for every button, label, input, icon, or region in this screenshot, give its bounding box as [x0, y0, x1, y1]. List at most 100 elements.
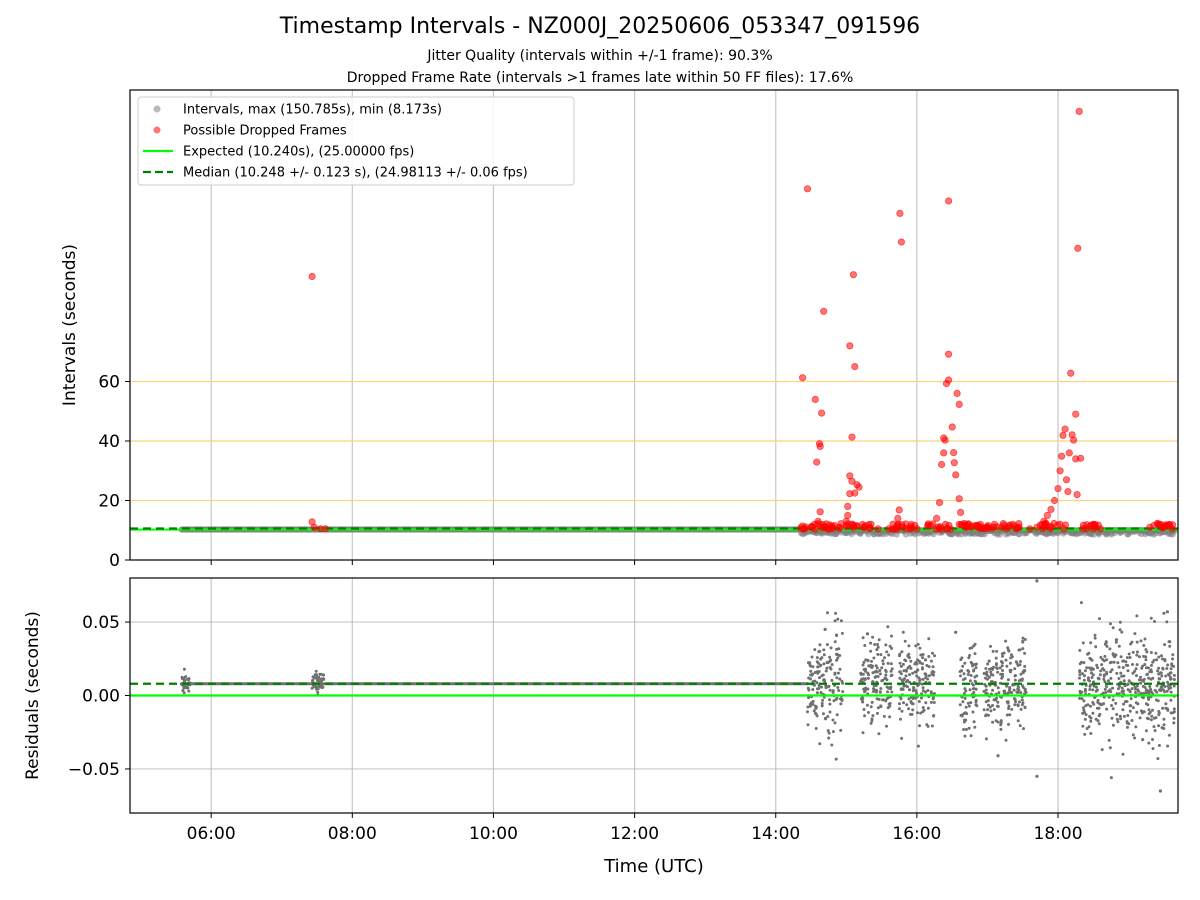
residual-point — [1127, 652, 1131, 656]
legend — [137, 96, 575, 186]
residual-point — [914, 689, 918, 693]
dropped-frame-point — [897, 238, 906, 246]
residual-point — [918, 646, 922, 650]
residual-point — [914, 660, 918, 664]
residual-point — [921, 653, 925, 656]
residual-point — [1023, 651, 1027, 655]
residual-point — [835, 713, 839, 717]
residual-point — [1088, 666, 1091, 670]
residual-point — [875, 688, 879, 692]
residual-point — [886, 706, 890, 710]
residual-point — [835, 676, 839, 680]
residual-point — [987, 703, 990, 707]
residual-point — [1087, 651, 1091, 655]
dropped-frame-point — [1013, 524, 1021, 532]
residual-point — [1151, 660, 1155, 664]
residual-point — [932, 692, 936, 695]
residual-point — [884, 643, 888, 647]
residual-point — [1172, 707, 1176, 711]
residual-point — [919, 653, 923, 657]
residual-point — [869, 641, 873, 645]
residual-point — [860, 699, 864, 703]
residual-point — [876, 643, 880, 646]
dropped-frame-point — [1075, 107, 1083, 116]
residual-point — [904, 680, 908, 684]
residual-point — [1090, 671, 1093, 675]
residual-point — [819, 691, 823, 694]
legend-entry: Possible Dropped Frames — [183, 124, 347, 139]
residual-point — [814, 727, 818, 730]
dropped-frame-point — [990, 523, 998, 531]
residual-point — [316, 678, 320, 682]
residual-point — [182, 691, 186, 695]
residual-point — [1134, 691, 1137, 694]
residual-point — [1164, 674, 1168, 678]
residual-point — [831, 718, 835, 722]
residual-point — [1105, 672, 1109, 676]
residual-point — [912, 686, 916, 689]
residual-point — [884, 673, 888, 677]
residual-point — [1109, 776, 1113, 780]
residual-point — [809, 669, 813, 673]
residual-point — [974, 680, 978, 684]
residual-point — [899, 672, 903, 676]
residual-point — [810, 655, 814, 659]
residual-point — [877, 697, 881, 701]
residual-point — [1083, 669, 1087, 673]
residual-point — [184, 675, 188, 679]
residual-point — [1080, 660, 1083, 664]
residual-point — [314, 669, 318, 673]
top-ytick-label: 60 — [98, 373, 120, 393]
residual-point — [1110, 716, 1114, 720]
residual-point — [963, 734, 967, 738]
residual-point — [876, 711, 879, 715]
residual-point — [1005, 713, 1009, 717]
residual-point — [836, 656, 840, 660]
residual-point — [1121, 752, 1125, 756]
residual-point — [982, 708, 986, 712]
residual-point — [905, 703, 909, 707]
residual-point — [1082, 706, 1085, 710]
residual-point — [989, 670, 993, 674]
residual-point — [1149, 651, 1153, 654]
residual-point — [885, 678, 889, 682]
residual-point — [900, 709, 904, 713]
dropped-frame-point — [972, 521, 980, 530]
residual-point — [820, 674, 824, 678]
residual-point — [1094, 717, 1098, 721]
dropped-frame-point — [824, 525, 832, 533]
residual-point — [995, 649, 999, 653]
residual-point — [982, 672, 986, 675]
residual-point — [924, 701, 928, 705]
residual-point — [879, 705, 883, 709]
residual-point — [968, 654, 972, 657]
residual-point — [835, 658, 839, 662]
x-tick-label: 08:00 — [328, 824, 377, 844]
residual-point — [1156, 669, 1160, 673]
dropped-frame-point — [950, 459, 958, 467]
residual-point — [839, 619, 843, 623]
residual-point — [1144, 648, 1148, 652]
residual-point — [1098, 673, 1102, 677]
residual-point — [1007, 722, 1010, 726]
residual-point — [830, 663, 834, 667]
residual-point — [918, 681, 921, 685]
residual-point — [1166, 744, 1170, 748]
residual-point — [1144, 658, 1148, 662]
residual-point — [996, 670, 1000, 674]
dropped-frame-point — [874, 525, 882, 533]
residual-point — [816, 671, 820, 675]
residual-point — [1008, 686, 1012, 689]
residual-point — [1021, 670, 1025, 674]
dropped-frame-point — [848, 433, 856, 441]
residual-point — [1149, 677, 1153, 681]
residual-point — [1008, 688, 1011, 692]
residual-point — [1119, 717, 1123, 721]
x-tick-label: 12:00 — [610, 824, 659, 844]
residual-point — [812, 709, 816, 713]
residual-point — [1138, 655, 1141, 659]
dropped-frame-point — [955, 495, 963, 503]
residual-point — [1097, 722, 1101, 726]
residual-point — [815, 681, 819, 685]
residual-point — [982, 689, 986, 693]
